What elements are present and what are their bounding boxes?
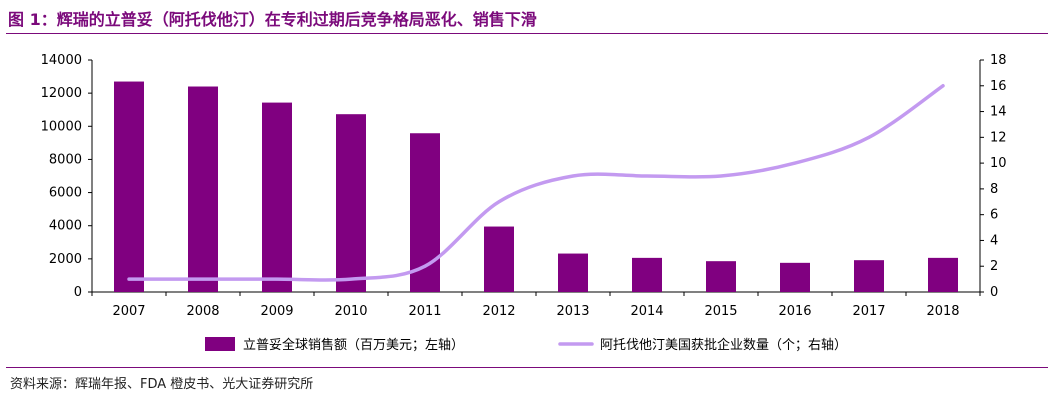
y-left-tick-label: 14000 — [41, 53, 82, 68]
line-point — [127, 277, 131, 281]
line-point — [201, 277, 205, 281]
bar — [262, 102, 292, 293]
y-left-tick-label: 10000 — [41, 119, 82, 134]
y-right-tick-label: 2 — [990, 259, 998, 274]
y-left-tick-label: 0 — [74, 285, 82, 300]
x-tick-label: 2017 — [852, 304, 885, 319]
legend: 立普妥全球销售额（百万美元；左轴） 阿托伐他汀美国获批企业数量（个；右轴） — [205, 337, 847, 353]
y-right-tick-label: 10 — [990, 156, 1007, 171]
source-rule — [6, 367, 1048, 368]
bar — [780, 262, 810, 292]
x-tick-label: 2010 — [334, 304, 367, 319]
x-tick-label: 2007 — [112, 304, 145, 319]
y-left-tick-label: 4000 — [49, 219, 82, 234]
y-left-tick-label: 12000 — [41, 86, 82, 101]
title-rule — [6, 33, 1048, 34]
y-right-tick-label: 8 — [990, 182, 998, 197]
line-series — [127, 84, 945, 282]
y-right-tick-label: 14 — [990, 105, 1007, 120]
legend-label-bar: 立普妥全球销售额（百万美元；左轴） — [243, 337, 464, 353]
legend-swatch-bar — [205, 337, 235, 351]
x-tick-label: 2013 — [556, 304, 589, 319]
source-note: 资料来源：辉瑞年报、FDA 橙皮书、光大证券研究所 — [10, 377, 314, 392]
bar — [928, 257, 958, 292]
axes — [88, 59, 984, 296]
x-tick-label: 2012 — [482, 304, 515, 319]
figure-title: 图 1：辉瑞的立普妥（阿托伐他汀）在专利过期后竞争格局恶化、销售下滑 — [8, 10, 537, 29]
line-point — [719, 174, 723, 178]
bar — [854, 260, 884, 292]
bar — [188, 86, 218, 292]
line-point — [423, 264, 427, 268]
x-tick-label: 2011 — [408, 304, 441, 319]
tick-labels: 0 2000 4000 6000 8000 10000 12000 14000 0 2 4 6 8 10 1… — [41, 53, 1007, 319]
combo-chart: 0 2000 4000 6000 8000 10000 12000 14000 0 2 4 6 8 10 1… — [41, 53, 1007, 353]
bar — [114, 81, 144, 293]
bar — [706, 261, 736, 292]
y-right-tick-label: 4 — [990, 233, 998, 248]
y-right-tick-label: 0 — [990, 285, 998, 300]
legend-label-line: 阿托伐他汀美国获批企业数量（个；右轴） — [600, 337, 847, 353]
line-point — [793, 161, 797, 165]
x-tick-label: 2014 — [630, 304, 663, 319]
line-point — [867, 135, 871, 139]
line-point — [571, 174, 575, 178]
y-right-tick-label: 18 — [990, 53, 1007, 68]
bar — [336, 114, 366, 292]
y-left-tick-label: 8000 — [49, 152, 82, 167]
x-tick-label: 2015 — [704, 304, 737, 319]
bar — [484, 226, 514, 292]
line-point — [497, 200, 501, 204]
y-left-tick-label: 2000 — [49, 252, 82, 267]
line-point — [275, 277, 279, 281]
y-left-tick-label: 6000 — [49, 186, 82, 201]
y-right-tick-label: 12 — [990, 130, 1007, 145]
line-point — [645, 174, 649, 178]
y-right-tick-label: 6 — [990, 208, 998, 223]
y-right-tick-label: 16 — [990, 79, 1007, 94]
bar — [632, 257, 662, 292]
bar-series — [114, 81, 958, 293]
line-point — [941, 84, 945, 88]
x-tick-label: 2018 — [926, 304, 959, 319]
bar — [558, 253, 588, 292]
x-tick-label: 2008 — [186, 304, 219, 319]
series-line — [127, 84, 945, 282]
line-point — [349, 277, 353, 281]
x-tick-label: 2016 — [778, 304, 811, 319]
x-tick-label: 2009 — [260, 304, 293, 319]
